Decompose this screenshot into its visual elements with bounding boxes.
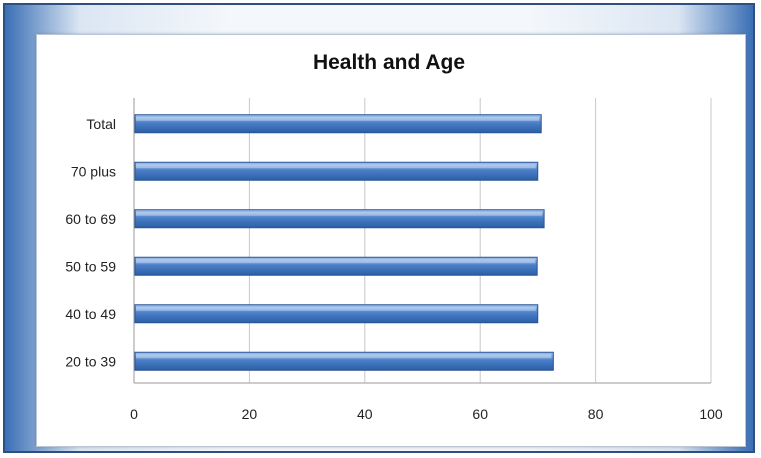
bar-highlight [136, 259, 536, 264]
bar-highlight [136, 211, 543, 216]
bars [134, 114, 554, 371]
x-tick-label: 100 [699, 406, 723, 422]
chart-title: Health and Age [313, 51, 465, 74]
bar-highlight [136, 164, 536, 169]
bar-highlight [136, 116, 540, 121]
x-tick-label: 20 [242, 406, 258, 422]
chart-frame [3, 3, 755, 453]
bar [134, 209, 545, 229]
bar [134, 304, 539, 324]
category-label: 60 to 69 [65, 211, 116, 227]
bar-highlight [136, 306, 536, 311]
x-tick-label: 0 [130, 406, 138, 422]
x-tick-label: 80 [588, 406, 604, 422]
category-label: 20 to 39 [65, 353, 116, 369]
plot-card [36, 34, 746, 447]
x-tick-label: 60 [472, 406, 488, 422]
bar-highlight [136, 354, 552, 359]
bar [134, 351, 554, 371]
category-label: 40 to 49 [65, 306, 116, 322]
bar [134, 161, 539, 181]
bar [134, 256, 538, 276]
bar [134, 114, 542, 134]
category-labels: 20 to 39 40 to 49 50 to 59 60 to 69 70 plus T… [65, 116, 116, 370]
grid-lines [133, 98, 712, 384]
x-tick-label: 40 [357, 406, 373, 422]
category-label: 70 plus [71, 163, 116, 179]
category-label: 50 to 59 [65, 258, 116, 274]
x-tick-labels: 0 20 40 60 80 100 [130, 406, 723, 422]
category-label: Total [86, 116, 116, 132]
